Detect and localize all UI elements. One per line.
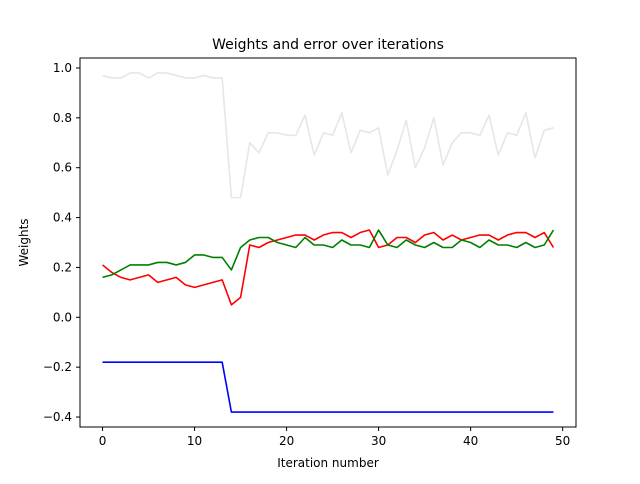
y-axis-label: Weights xyxy=(17,218,31,266)
y-tick-label: −0.2 xyxy=(43,360,72,374)
series-line-1 xyxy=(102,229,555,306)
series-line-0 xyxy=(102,72,554,199)
series-line-2 xyxy=(102,229,555,279)
series-line-3 xyxy=(102,361,554,413)
x-axis: 0 10 20 30 40 50 xyxy=(99,427,570,448)
x-tick-label: 30 xyxy=(371,434,386,448)
x-tick-label: 0 xyxy=(99,434,107,448)
y-tick-label: −0.4 xyxy=(43,410,72,424)
y-tick-label: 1.0 xyxy=(53,61,72,75)
y-tick-label: 0.2 xyxy=(53,260,72,274)
y-tick-label: 0.0 xyxy=(53,310,72,324)
x-tick-label: 10 xyxy=(187,434,202,448)
y-tick-label: 0.4 xyxy=(53,211,72,225)
x-tick-label: 20 xyxy=(279,434,294,448)
y-tick-label: 0.8 xyxy=(53,111,72,125)
x-axis-label: Iteration number xyxy=(277,456,379,470)
x-tick-label: 40 xyxy=(463,434,478,448)
plot-frame xyxy=(79,57,577,428)
y-axis: −0.4 −0.2 0.0 0.2 0.4 0.6 0.8 1.0 xyxy=(43,61,80,424)
x-tick-label: 50 xyxy=(555,434,570,448)
chart-title: Weights and error over iterations xyxy=(212,37,444,53)
y-tick-label: 0.6 xyxy=(53,161,72,175)
series-layer xyxy=(102,72,555,413)
